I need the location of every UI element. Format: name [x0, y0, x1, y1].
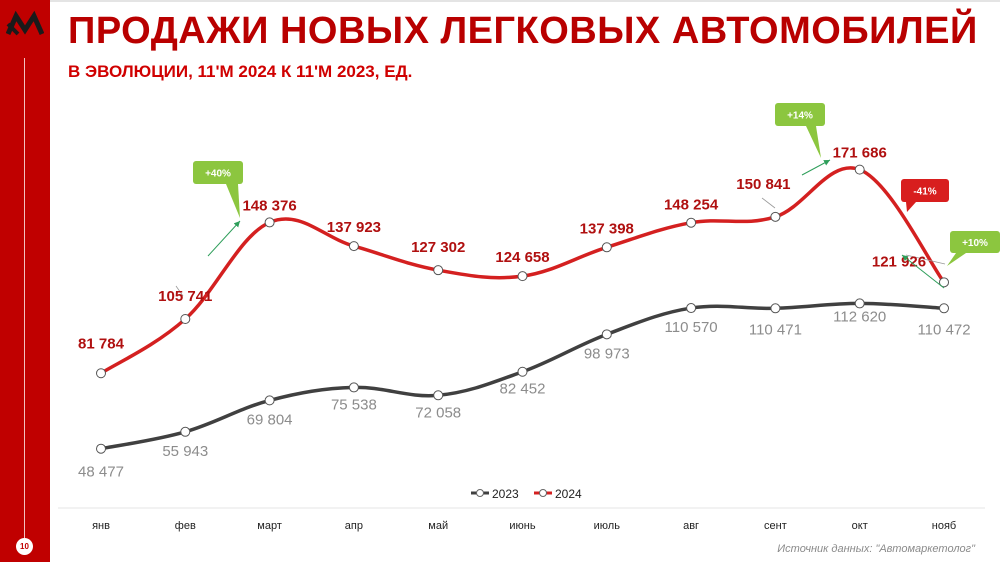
data-label-2024: 124 658 — [495, 249, 549, 266]
data-label-2023: 69 804 — [247, 411, 293, 428]
data-label-2024: 105 741 — [158, 288, 212, 305]
callout-plus-40: +40% — [193, 161, 243, 218]
data-label-2023: 110 471 — [749, 321, 802, 338]
change-arrow — [901, 254, 945, 289]
data-point-marker — [348, 382, 359, 393]
data-label-2023: 112 620 — [833, 308, 886, 325]
data-point-marker — [264, 217, 275, 228]
x-tick-label: фев — [175, 520, 196, 532]
x-tick-label: апр — [345, 520, 363, 532]
data-point-marker — [96, 443, 106, 454]
data-label-2024: 127 302 — [411, 239, 465, 256]
data-point-marker — [601, 329, 612, 340]
data-point-marker — [854, 164, 865, 175]
chart-legend: 2023 2024 — [471, 487, 582, 501]
data-point-marker — [770, 211, 781, 222]
page-number: 10 — [16, 538, 33, 555]
svg-text:+14%: +14% — [787, 111, 813, 122]
x-tick-label: авг — [683, 520, 699, 532]
data-point-marker — [686, 217, 697, 228]
am-logo-icon — [6, 10, 44, 36]
data-label-2023: 48 477 — [78, 464, 124, 481]
x-tick-label: май — [428, 520, 448, 532]
callout-minus-41: -41% — [901, 179, 949, 212]
svg-text:-41%: -41% — [913, 187, 936, 198]
data-point-marker — [686, 303, 697, 314]
sidebar-divider — [24, 58, 25, 538]
data-point-marker — [854, 298, 865, 309]
data-label-2023: 82 452 — [500, 381, 546, 398]
data-label-2024: 148 376 — [242, 197, 296, 214]
data-point-marker — [939, 303, 949, 314]
data-point-marker — [939, 277, 949, 288]
callout-plus-14: +14% — [775, 103, 825, 158]
data-point-marker — [348, 241, 359, 252]
top-border — [0, 0, 1000, 2]
data-source: Источник данных: "Автомаркетолог" — [777, 543, 975, 555]
data-label-2024: 171 686 — [833, 145, 887, 162]
data-label-2024: 121 926 — [872, 253, 926, 270]
data-point-marker — [180, 426, 191, 437]
x-tick-label: нояб — [932, 520, 956, 532]
data-point-marker — [517, 271, 528, 282]
x-tick-label: окт — [852, 520, 868, 532]
page-subtitle: В ЭВОЛЮЦИИ, 11'М 2024 К 11'М 2023, ЕД. — [68, 62, 413, 81]
data-label-2024: 137 398 — [580, 220, 634, 237]
svg-text:+40%: +40% — [205, 169, 231, 180]
legend-label: 2024 — [555, 487, 582, 501]
leader-line — [175, 285, 184, 297]
callout-plus-10: +10% — [947, 231, 1000, 266]
x-tick-label: июнь — [509, 520, 535, 532]
legend-label: 2023 — [492, 487, 519, 501]
data-label-2023: 55 943 — [162, 443, 208, 460]
x-tick-label: сент — [764, 520, 787, 532]
x-tick-label: март — [257, 520, 282, 532]
data-point-marker — [180, 313, 191, 324]
leader-line — [905, 254, 946, 265]
series-2024-line — [100, 166, 946, 375]
data-label-2023: 72 058 — [415, 404, 461, 421]
data-label-2023: 110 570 — [665, 319, 718, 336]
data-point-marker — [433, 390, 444, 401]
data-point-marker — [770, 303, 781, 314]
svg-text:+10%: +10% — [962, 238, 988, 249]
x-tick-label: июль — [594, 520, 621, 532]
data-label-2023: 98 973 — [584, 345, 630, 362]
data-label-2023: 110 472 — [917, 321, 970, 338]
data-point-marker — [433, 265, 444, 276]
data-label-2023: 75 538 — [331, 396, 377, 413]
x-tick-label: янв — [92, 520, 110, 532]
data-label-2024: 148 254 — [664, 197, 719, 214]
change-arrow — [207, 220, 241, 257]
leader-line — [761, 197, 776, 209]
data-label-2024: 137 923 — [327, 219, 381, 236]
data-point-marker — [601, 242, 612, 253]
data-point-marker — [264, 395, 275, 406]
data-label-2024: 81 784 — [78, 335, 125, 352]
page-title: ПРОДАЖИ НОВЫХ ЛЕГКОВЫХ АВТОМОБИЛЕЙ — [68, 10, 978, 52]
data-point-marker — [517, 366, 528, 377]
sidebar: 10 — [0, 0, 50, 562]
data-label-2024: 150 841 — [736, 176, 790, 193]
change-arrow — [801, 159, 831, 176]
data-point-marker — [96, 368, 106, 379]
